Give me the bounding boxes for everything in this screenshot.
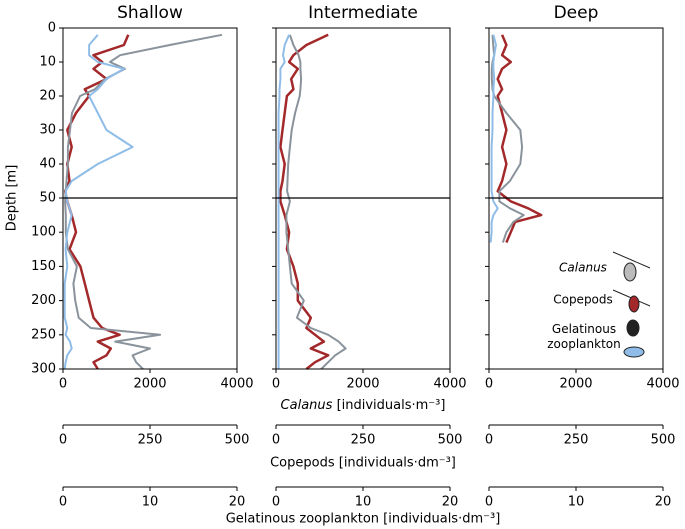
x-tick-label: 250: [138, 433, 163, 448]
icon-salp: [623, 346, 645, 358]
x-tick-label: 500: [438, 433, 463, 448]
y-tick-label: 0: [48, 21, 56, 36]
x-tick-label: 10: [568, 495, 585, 510]
icon-line: [612, 251, 651, 269]
panel-title: Intermediate: [308, 3, 418, 23]
x-tick-label: 0: [59, 495, 67, 510]
legend-icons: [612, 251, 651, 358]
y-tick-label: 40: [39, 157, 56, 172]
x-tick-label: 2000: [133, 377, 166, 392]
x-tick-label: 500: [651, 433, 676, 448]
panel-title: Deep: [554, 3, 599, 23]
x-tick-label: 500: [225, 433, 250, 448]
x-axis-label-unit: [individuals·m⁻³]: [337, 398, 446, 413]
x-tick-label: 0: [59, 377, 67, 392]
x-tick-label: 0: [485, 495, 493, 510]
y-tick-label: 150: [31, 259, 56, 274]
x-tick-label: 4000: [433, 377, 466, 392]
x-tick-label: 2000: [346, 377, 379, 392]
x-tick-label: 0: [59, 433, 67, 448]
x-tick-label: 10: [355, 495, 372, 510]
legend-label: Gelatinous zooplankton: [547, 322, 621, 351]
x-tick-label: 20: [229, 495, 246, 510]
y-tick-label: 20: [39, 89, 56, 104]
y-tick-label: 50: [39, 191, 56, 206]
x-tick-label: 0: [272, 433, 280, 448]
y-tick-label: 250: [31, 327, 56, 342]
series-line: [285, 34, 347, 370]
x2-axis-label: Copepods [individuals·dm⁻³]: [270, 456, 456, 471]
legend-label: Copepods: [553, 293, 613, 307]
x-tick-label: 4000: [646, 377, 679, 392]
series-line: [496, 34, 543, 243]
series-line: [64, 33, 223, 370]
panel-title: Shallow: [117, 3, 183, 23]
y-tick-label: 30: [39, 123, 56, 138]
x-tick-label: 0: [485, 377, 493, 392]
y-axis-label: Depth [m]: [5, 165, 20, 232]
series-line: [277, 34, 291, 369]
y-tick-label: 100: [31, 225, 56, 240]
x-tick-label: 20: [655, 495, 672, 510]
x-tick-label: 0: [485, 433, 493, 448]
x-tick-label: 2000: [559, 377, 592, 392]
legend-box: Gelatinous zooplankton: [547, 322, 621, 351]
icon-copepod: [623, 262, 637, 282]
series-line: [63, 34, 130, 370]
x3-axis-label: Gelatinous zooplankton [individuals·dm⁻³…: [226, 512, 501, 527]
x-tick-label: 20: [442, 495, 459, 510]
x-axis-label-species: Calanus: [281, 398, 333, 413]
series-line: [63, 34, 134, 370]
x-tick-label: 250: [351, 433, 376, 448]
series-line: [489, 34, 499, 243]
x-tick-label: 10: [142, 495, 159, 510]
x-tick-label: 250: [564, 433, 589, 448]
x-tick-label: 0: [272, 495, 280, 510]
series-line: [279, 33, 330, 370]
series-line: [490, 34, 525, 243]
x-tick-label: 0: [272, 377, 280, 392]
legend-label: Calanus: [559, 261, 607, 275]
y-tick-label: 300: [31, 362, 56, 377]
x-tick-label: 4000: [220, 377, 253, 392]
icon-calanus: [628, 295, 640, 313]
icon-jelly: [626, 319, 640, 337]
x-axis-label: Calanus [individuals·m⁻³]: [281, 398, 446, 413]
y-tick-label: 200: [31, 293, 56, 308]
y-tick-label: 10: [39, 55, 56, 70]
